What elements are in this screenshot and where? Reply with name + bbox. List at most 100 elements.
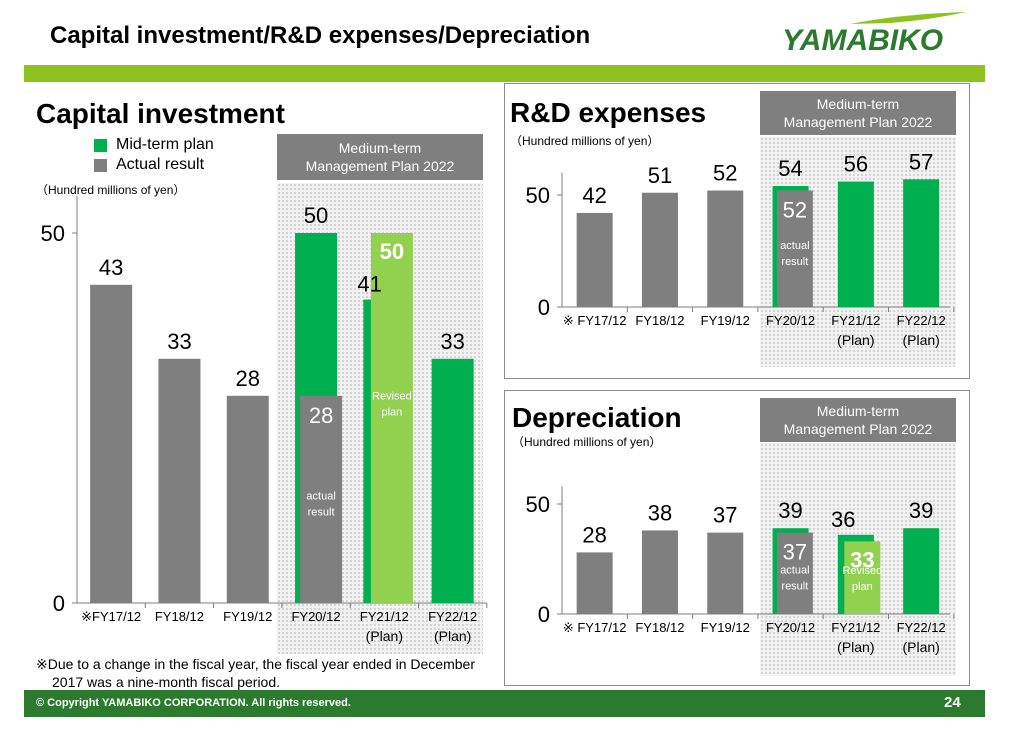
- x-tick-label: FY19/12: [223, 609, 272, 624]
- data-label-actual: 28: [236, 366, 260, 391]
- data-label-actual: 37: [783, 540, 807, 565]
- x-tick-label: FY20/12: [291, 609, 340, 624]
- x-tick-label: ※FY17/12: [81, 609, 141, 624]
- mtp-label-line1: Medium-term: [338, 140, 422, 156]
- bar-actual: [641, 530, 678, 614]
- x-tick-sublabel: (Plan): [434, 628, 471, 644]
- bar-actual: [576, 552, 613, 614]
- rd-units: （Hundred millions of yen）: [510, 134, 660, 148]
- legend-plan-swatch: [94, 139, 107, 152]
- x-tick-label: ※ FY17/12: [563, 620, 627, 635]
- mtp-label-line1: Medium-term: [816, 96, 900, 112]
- x-tick-label: FY18/12: [635, 313, 684, 328]
- data-label-actual: 43: [99, 255, 123, 280]
- svg-text:YAMABIKO: YAMABIKO: [782, 24, 943, 57]
- data-label-actual: 28: [582, 522, 606, 547]
- x-tick-label: FY21/12: [360, 609, 409, 624]
- mtp-label-box: Medium-term Management Plan 2022: [277, 134, 483, 180]
- data-label-actual: 51: [648, 163, 672, 188]
- annotation-revised-line1: Revised: [372, 391, 412, 403]
- mtp-label-box: Medium-term Management Plan 2022: [760, 398, 956, 442]
- data-label-actual: 42: [582, 183, 606, 208]
- data-label-actual: 38: [648, 500, 672, 525]
- y-tick-label: 0: [538, 295, 550, 320]
- bar-actual: [776, 532, 813, 614]
- annotation-actual-line1: actual: [780, 564, 809, 576]
- page-title: Capital investment/R&D expenses/Deprecia…: [50, 22, 591, 49]
- y-tick-label: 50: [526, 492, 550, 517]
- capital-chart-title: Capital investment: [36, 98, 285, 129]
- y-tick-label: 0: [53, 591, 65, 616]
- fiscal-note-line2: 2017 was a nine-month fiscal period.: [52, 674, 281, 690]
- bar-revised: [370, 233, 413, 603]
- x-tick-label: FY21/12: [831, 620, 880, 635]
- x-tick-label: FY19/12: [701, 620, 750, 635]
- dep-chart-title: Depreciation: [512, 402, 682, 433]
- legend-plan-label: Mid-term plan: [116, 136, 214, 153]
- header-band: [24, 65, 985, 82]
- bar-actual: [707, 532, 744, 614]
- x-tick-label: FY18/12: [155, 609, 204, 624]
- mtp-label-line2: Management Plan 2022: [305, 158, 455, 174]
- x-tick-sublabel: (Plan): [366, 628, 403, 644]
- data-label-actual: 52: [783, 198, 807, 223]
- bar-revised: [844, 541, 881, 614]
- data-label-plan: 57: [909, 149, 933, 174]
- fiscal-note: ※Due to a change in the fiscal year, the…: [36, 655, 475, 691]
- annotation-revised-line2: plan: [852, 581, 873, 593]
- x-tick-sublabel: (Plan): [902, 332, 939, 348]
- footer-band: [24, 690, 985, 717]
- data-label-revised: 50: [380, 239, 404, 264]
- bar-actual: [90, 284, 133, 603]
- bar-actual: [158, 358, 201, 603]
- x-tick-label: FY22/12: [897, 313, 946, 328]
- mtp-label-line2: Management Plan 2022: [783, 421, 933, 437]
- mtp-label-line1: Medium-term: [816, 403, 900, 419]
- capital-units: （Hundred millions of yen）: [36, 183, 186, 197]
- annotation-actual-line2: result: [308, 506, 335, 518]
- bar-plan: [903, 179, 940, 307]
- y-tick-label: 50: [41, 221, 65, 246]
- company-logo: YAMABIKO: [782, 12, 966, 57]
- bar-actual: [707, 190, 744, 307]
- bar-plan: [837, 181, 874, 307]
- data-label-revised: 33: [850, 547, 874, 572]
- data-label-plan: 56: [844, 152, 868, 177]
- y-tick-label: 50: [526, 183, 550, 208]
- data-label-plan: 33: [440, 329, 464, 354]
- data-label-plan: 39: [778, 498, 802, 523]
- x-tick-label: FY22/12: [897, 620, 946, 635]
- bar-actual: [576, 212, 613, 307]
- legend-actual-label: Actual result: [116, 156, 205, 173]
- mtp-label-box: Medium-term Management Plan 2022: [760, 91, 956, 135]
- bar-plan: [431, 358, 474, 603]
- x-tick-label: FY20/12: [766, 313, 815, 328]
- capital-investment-chart: 0 50 ※FY17/12 FY18/12 FY19/12 FY20/12 FY21/12 (…: [41, 196, 488, 644]
- fiscal-note-line1: ※Due to a change in the fiscal year, the…: [36, 656, 475, 672]
- annotation-revised-line2: plan: [382, 407, 403, 419]
- x-tick-sublabel: (Plan): [902, 639, 939, 655]
- data-label-plan: 36: [831, 507, 855, 532]
- x-tick-sublabel: (Plan): [837, 639, 874, 655]
- copyright: © Copyright YAMABIKO CORPORATION. All ri…: [36, 697, 351, 709]
- annotation-actual-line2: result: [781, 256, 808, 268]
- annotation-revised-line1: Revised: [842, 565, 882, 577]
- x-tick-sublabel: (Plan): [837, 332, 874, 348]
- annotation-actual-line2: result: [781, 580, 808, 592]
- page-number: 24: [944, 694, 961, 711]
- x-tick-label: ※ FY17/12: [563, 313, 627, 328]
- depreciation-chart: 0 50 ※ FY17/12 FY18/12 FY19/12 FY20/12 FY21/12…: [526, 486, 955, 655]
- bar-actual: [226, 395, 269, 603]
- mtp-label-line2: Management Plan 2022: [783, 114, 933, 130]
- y-tick-label: 0: [538, 602, 550, 627]
- data-label-actual: 28: [309, 403, 333, 428]
- bar-plan: [903, 528, 940, 614]
- bar-actual: [300, 395, 343, 603]
- annotation-actual-line1: actual: [306, 490, 335, 502]
- bar-actual: [776, 190, 813, 307]
- rd-chart-title: R&D expenses: [510, 97, 707, 128]
- data-label-actual: 33: [167, 329, 191, 354]
- x-tick-label: FY18/12: [635, 620, 684, 635]
- data-label-plan: 39: [909, 498, 933, 523]
- data-label-plan: 50: [304, 203, 328, 228]
